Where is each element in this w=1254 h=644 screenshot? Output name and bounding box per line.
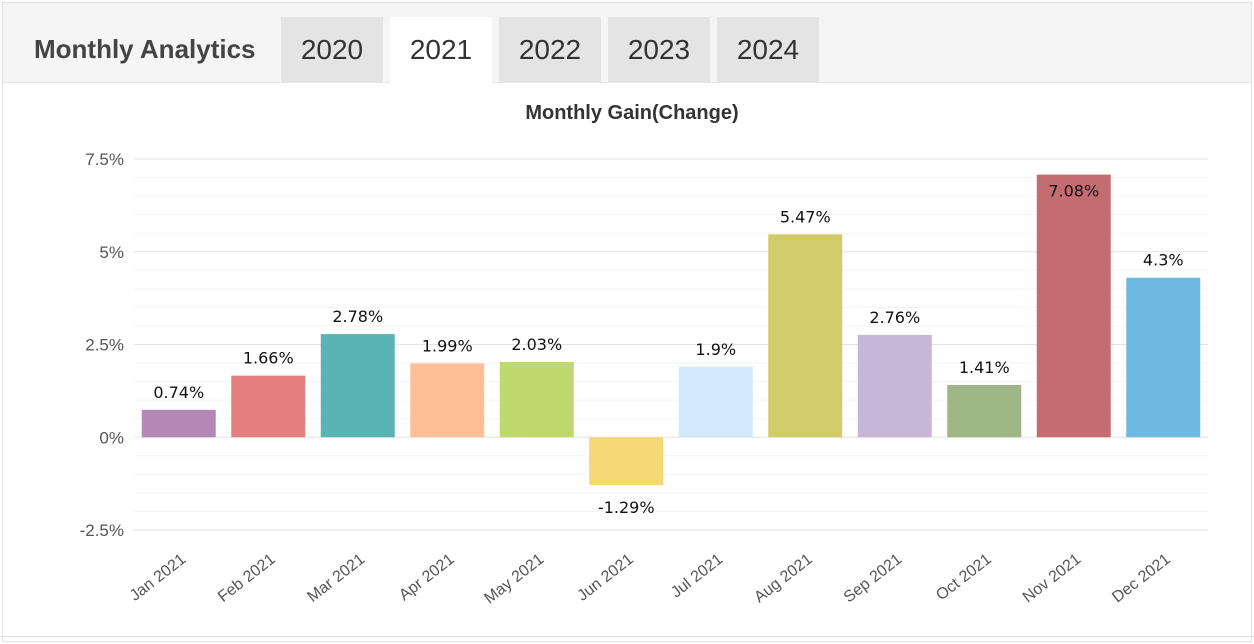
panel-header: Monthly Analytics 2020 2021 2022 2023 2024 [3, 3, 1251, 83]
bar-nov-2021 [1036, 174, 1111, 438]
bar-dec-2021 [1126, 277, 1201, 438]
monthly-gain-chart: Monthly Gain(Change) 7.5% 5% 2.5% 0% -2.5% 0.7… [80, 102, 1208, 608]
tab-2024[interactable]: 2024 [717, 17, 819, 83]
x-tick-label: Oct 2021 [933, 551, 995, 604]
y-tick-label: 2.5% [85, 336, 124, 355]
x-tick-label: May 2021 [481, 551, 547, 608]
x-tick-label: Apr 2021 [396, 551, 458, 604]
data-label: 0.74% [153, 383, 204, 402]
tab-2022[interactable]: 2022 [499, 17, 601, 83]
data-label: 2.76% [869, 308, 920, 327]
data-label: 7.08% [1048, 182, 1099, 201]
x-tick-label: Nov 2021 [1020, 551, 1085, 607]
bar-jul-2021 [678, 366, 753, 438]
x-tick-label: Mar 2021 [304, 551, 368, 606]
year-tabs: 2020 2021 2022 2023 2024 [281, 17, 826, 83]
x-tick-label: Dec 2021 [1109, 551, 1174, 607]
bar-aug-2021 [768, 234, 843, 438]
bar-jun-2021 [589, 437, 664, 486]
x-tick-label: Feb 2021 [215, 551, 279, 606]
chart-title: Monthly Gain(Change) [525, 102, 738, 124]
data-label: 1.41% [959, 358, 1010, 377]
bar-oct-2021 [947, 384, 1022, 438]
tab-2020[interactable]: 2020 [281, 17, 383, 83]
data-label: 2.78% [332, 307, 383, 326]
bottom-divider [0, 636, 1254, 637]
x-tick-label: Jul 2021 [668, 551, 726, 602]
x-tick-label: Sep 2021 [841, 551, 906, 607]
y-tick-label: 7.5% [85, 150, 124, 169]
bar-sep-2021 [857, 334, 932, 438]
tab-2023[interactable]: 2023 [608, 17, 710, 83]
data-label: 5.47% [780, 207, 831, 226]
bar-feb-2021 [231, 375, 306, 438]
chart-area: Monthly Gain(Change) 7.5% 5% 2.5% 0% -2.5% 0.7… [3, 83, 1253, 641]
x-tick-label: Jan 2021 [127, 551, 189, 605]
data-label: 4.3% [1143, 251, 1184, 270]
x-tick-label: Aug 2021 [751, 551, 816, 607]
x-tick-label: Jun 2021 [574, 551, 636, 605]
y-tick-label: 5% [99, 243, 124, 262]
panel-title: Monthly Analytics [34, 34, 256, 64]
data-label: 1.66% [243, 349, 294, 368]
bar-jan-2021 [141, 409, 216, 438]
bar-may-2021 [499, 361, 574, 438]
y-tick-label: -2.5% [80, 521, 124, 540]
data-label: -1.29% [598, 498, 655, 517]
data-label: 1.9% [695, 340, 736, 359]
data-label: 1.99% [422, 336, 473, 355]
data-label: 2.03% [511, 335, 562, 354]
tab-2021[interactable]: 2021 [390, 17, 492, 83]
y-tick-label: 0% [99, 428, 124, 447]
bar-mar-2021 [320, 334, 395, 438]
bar-apr-2021 [410, 363, 485, 438]
